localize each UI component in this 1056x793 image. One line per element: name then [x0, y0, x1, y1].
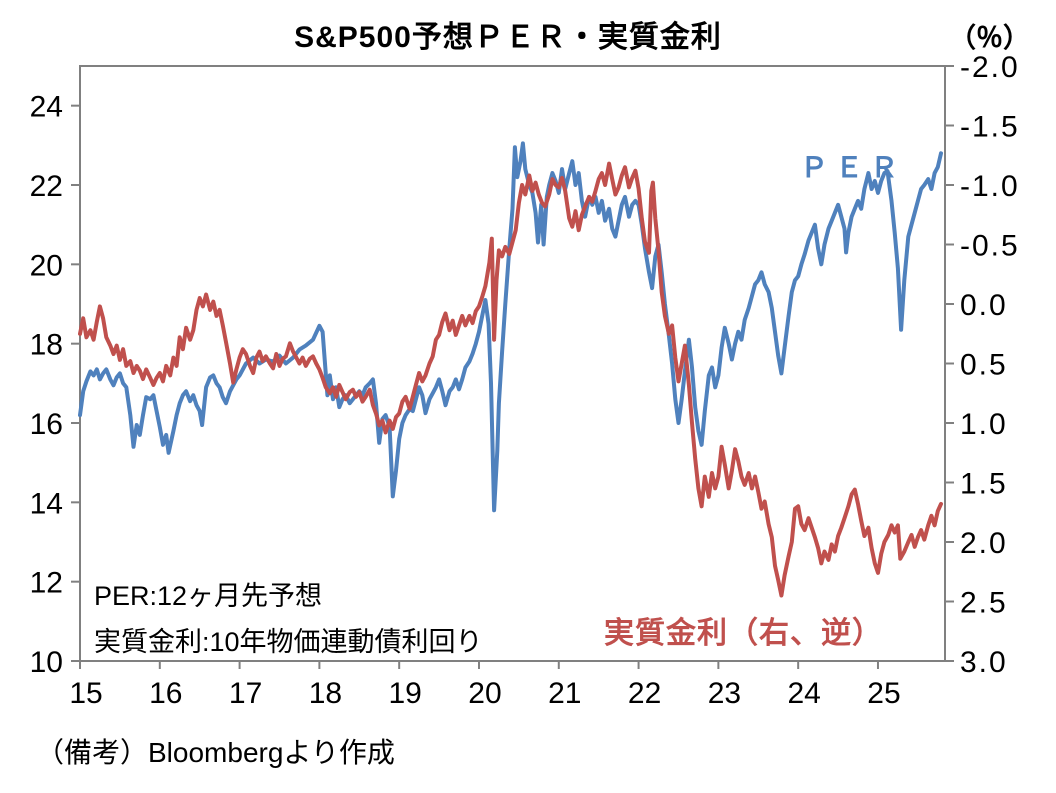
left-axis-tick-label: 18	[30, 329, 63, 362]
left-axis-tick-label: 14	[30, 487, 63, 520]
x-axis-tick-label: 20	[468, 677, 501, 710]
x-axis-tick-label: 21	[548, 677, 581, 710]
right-axis-tick-label: 3.0	[960, 646, 1008, 679]
left-axis-tick-label: 12	[30, 567, 63, 600]
per-series-label: ＰＥＲ	[800, 152, 906, 183]
left-axis-tick-label: 24	[30, 91, 63, 124]
chart-title: S&P500予想ＰＥＲ・実質金利	[294, 21, 722, 54]
right-axis-unit-label: （％）	[949, 23, 1030, 53]
right-axis-tick-label: 2.5	[960, 587, 1008, 620]
x-axis-tick-label: 22	[628, 677, 661, 710]
per-line-series	[78, 141, 943, 513]
x-axis-tick-label: 18	[309, 677, 342, 710]
real-rate-line-series	[78, 161, 943, 598]
left-axis-tick-label: 10	[30, 646, 63, 679]
left-axis-tick-label: 22	[30, 170, 63, 203]
x-axis-tick-label: 17	[229, 677, 262, 710]
x-axis-tick-label: 15	[69, 677, 102, 710]
rate-series-label: 実質金利（右、逆）	[604, 617, 883, 650]
x-axis-tick-label: 16	[149, 677, 182, 710]
right-axis-tick-label: -1.0	[960, 170, 1020, 203]
source-footnote: （備考）Bloombergより作成	[36, 737, 395, 768]
x-axis-tick-label: 25	[867, 677, 900, 710]
right-axis-tick-label: 0.0	[960, 289, 1008, 322]
rate-definition-note: 実質金利:10年物価連動債利回り	[94, 627, 483, 657]
right-axis-tick-label: -2.0	[960, 51, 1020, 84]
per-definition-note: PER:12ヶ月先予想	[94, 581, 323, 611]
x-axis-tick-label: 24	[787, 677, 820, 710]
left-axis-tick-label: 20	[30, 249, 63, 282]
x-axis-tick-label: 23	[708, 677, 741, 710]
right-axis-tick-label: 2.0	[960, 527, 1008, 560]
right-axis-tick-label: -1.5	[960, 111, 1020, 144]
left-axis-tick-label: 16	[30, 408, 63, 441]
right-axis-tick-label: 0.5	[960, 349, 1008, 382]
right-axis-tick-label: -0.5	[960, 230, 1020, 263]
right-axis-tick-label: 1.0	[960, 408, 1008, 441]
right-axis-tick-label: 1.5	[960, 468, 1008, 501]
x-axis-tick-label: 19	[389, 677, 422, 710]
